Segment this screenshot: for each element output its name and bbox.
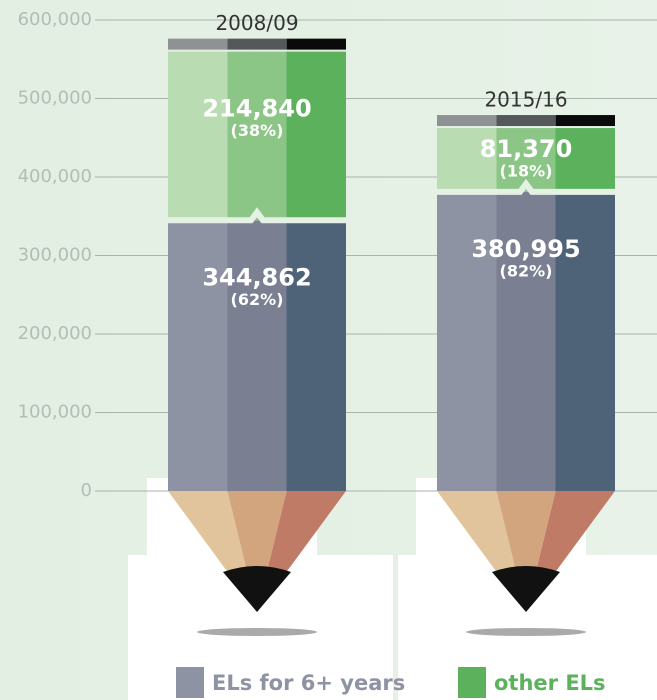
category-label: 2015/16 xyxy=(484,88,567,112)
percent-label: (82%) xyxy=(500,261,553,280)
percent-label: (38%) xyxy=(231,121,284,140)
y-tick-label: 400,000 xyxy=(18,166,92,187)
value-label: 214,840 xyxy=(202,95,311,123)
y-tick-label: 300,000 xyxy=(18,245,92,266)
category-label: 2008/09 xyxy=(215,11,298,35)
legend: ELs for 6+ years other ELs xyxy=(176,667,606,698)
legend-swatch xyxy=(458,667,486,698)
eraser-band xyxy=(168,39,227,50)
eraser-band xyxy=(437,115,496,126)
eraser-band xyxy=(556,115,615,126)
bar-segment xyxy=(168,220,346,491)
legend-label: other ELs xyxy=(494,671,606,695)
eraser-band xyxy=(287,39,346,50)
y-tick-label: 600,000 xyxy=(18,9,92,30)
y-tick-label: 500,000 xyxy=(18,88,92,109)
value-label: 344,862 xyxy=(202,263,311,291)
shadow xyxy=(197,628,317,636)
y-tick-label: 200,000 xyxy=(18,323,92,344)
value-label: 380,995 xyxy=(471,235,580,263)
legend-swatch xyxy=(176,667,204,698)
value-label: 81,370 xyxy=(480,135,573,163)
legend-label: ELs for 6+ years xyxy=(212,671,405,695)
percent-label: (62%) xyxy=(231,290,284,309)
y-tick-label: 100,000 xyxy=(18,402,92,423)
chart: 0 100,000 200,000 300,000 400,000 500,000 600,… xyxy=(0,0,657,700)
eraser-band xyxy=(227,39,286,50)
eraser-band xyxy=(496,115,555,126)
shadow xyxy=(466,628,586,636)
percent-label: (18%) xyxy=(500,161,553,180)
y-tick-label: 0 xyxy=(81,480,92,501)
